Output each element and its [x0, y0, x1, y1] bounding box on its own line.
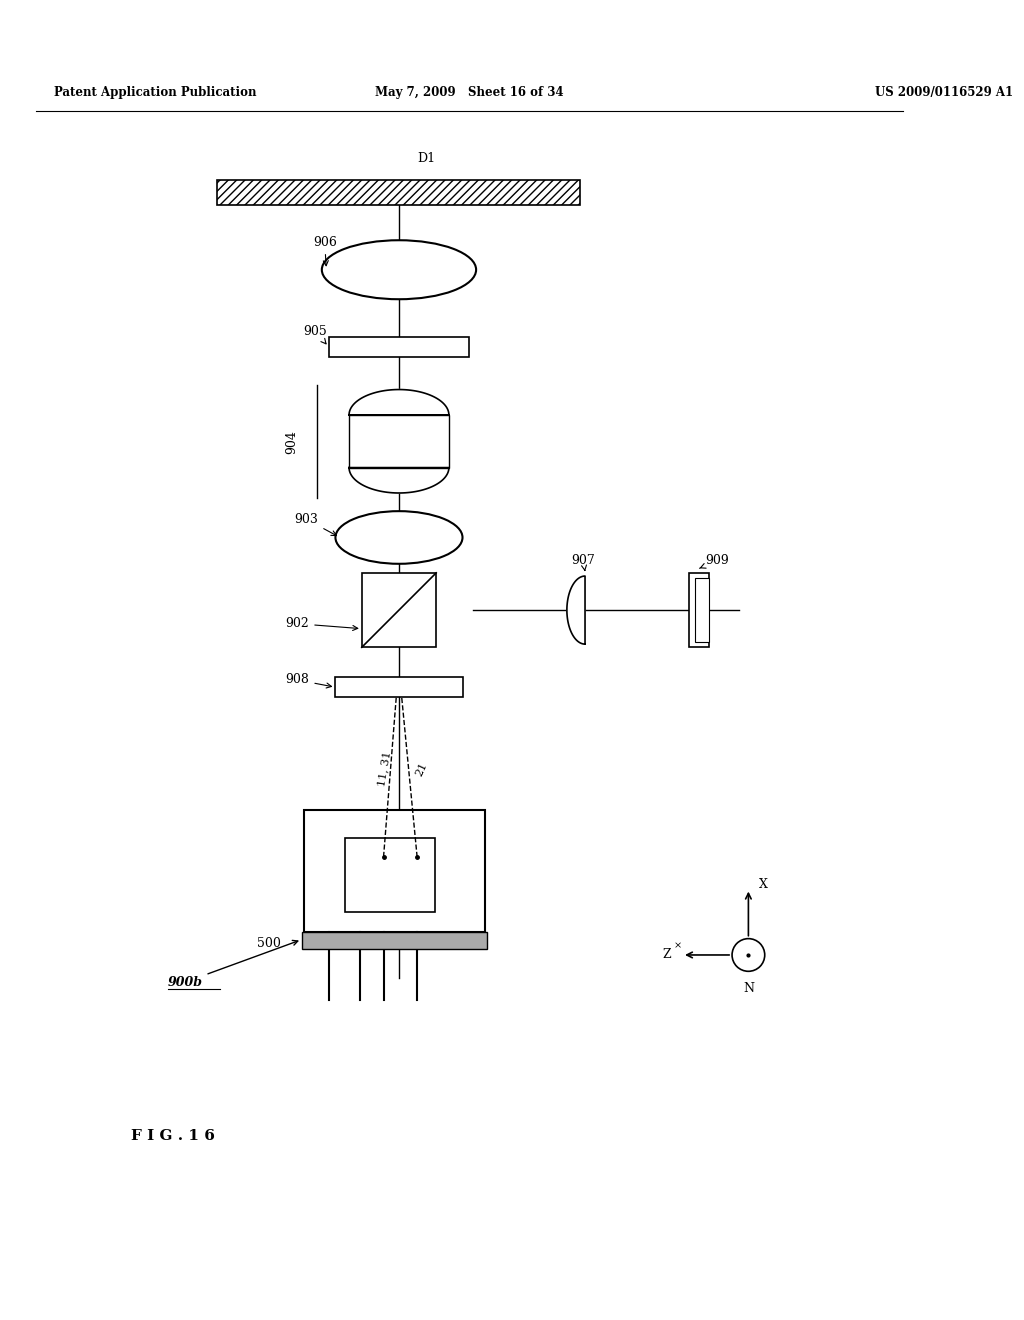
- Bar: [349, 414, 449, 467]
- Text: 1000A: 1000A: [347, 900, 377, 909]
- Ellipse shape: [336, 511, 463, 564]
- Polygon shape: [349, 389, 449, 414]
- Text: 21: 21: [415, 760, 429, 777]
- Bar: [329, 337, 469, 356]
- Bar: [344, 838, 435, 912]
- Bar: [217, 180, 581, 206]
- Text: May 7, 2009   Sheet 16 of 34: May 7, 2009 Sheet 16 of 34: [375, 86, 563, 99]
- Text: 904: 904: [286, 430, 299, 454]
- Text: 3: 3: [362, 879, 370, 890]
- Text: 2: 2: [420, 879, 427, 890]
- Text: 11, 31: 11, 31: [376, 751, 392, 787]
- Bar: [689, 573, 710, 647]
- Bar: [217, 180, 581, 206]
- Text: ×: ×: [674, 941, 682, 950]
- Text: Z: Z: [663, 949, 672, 961]
- Text: 908: 908: [286, 673, 332, 688]
- Text: Patent Application Publication: Patent Application Publication: [54, 86, 257, 99]
- Text: X: X: [759, 878, 768, 891]
- Text: N: N: [742, 982, 754, 995]
- Text: US 2009/0116529 A1: US 2009/0116529 A1: [876, 86, 1014, 99]
- Text: 909: 909: [699, 554, 729, 569]
- Bar: [361, 573, 436, 647]
- Bar: [302, 932, 487, 949]
- Text: 903: 903: [295, 513, 337, 536]
- Text: D1: D1: [417, 152, 435, 165]
- Text: 500: 500: [257, 937, 281, 950]
- Ellipse shape: [322, 240, 476, 300]
- Text: 1: 1: [362, 838, 370, 849]
- Text: 907: 907: [571, 554, 595, 570]
- Polygon shape: [567, 576, 585, 644]
- Polygon shape: [349, 467, 449, 492]
- Bar: [695, 578, 710, 642]
- Text: F I G . 1 6: F I G . 1 6: [131, 1130, 215, 1143]
- Text: 902: 902: [286, 618, 357, 631]
- Bar: [304, 809, 485, 932]
- Text: 906: 906: [312, 236, 337, 265]
- Text: 900b: 900b: [168, 940, 298, 989]
- Bar: [336, 677, 463, 697]
- Text: 905: 905: [304, 325, 328, 343]
